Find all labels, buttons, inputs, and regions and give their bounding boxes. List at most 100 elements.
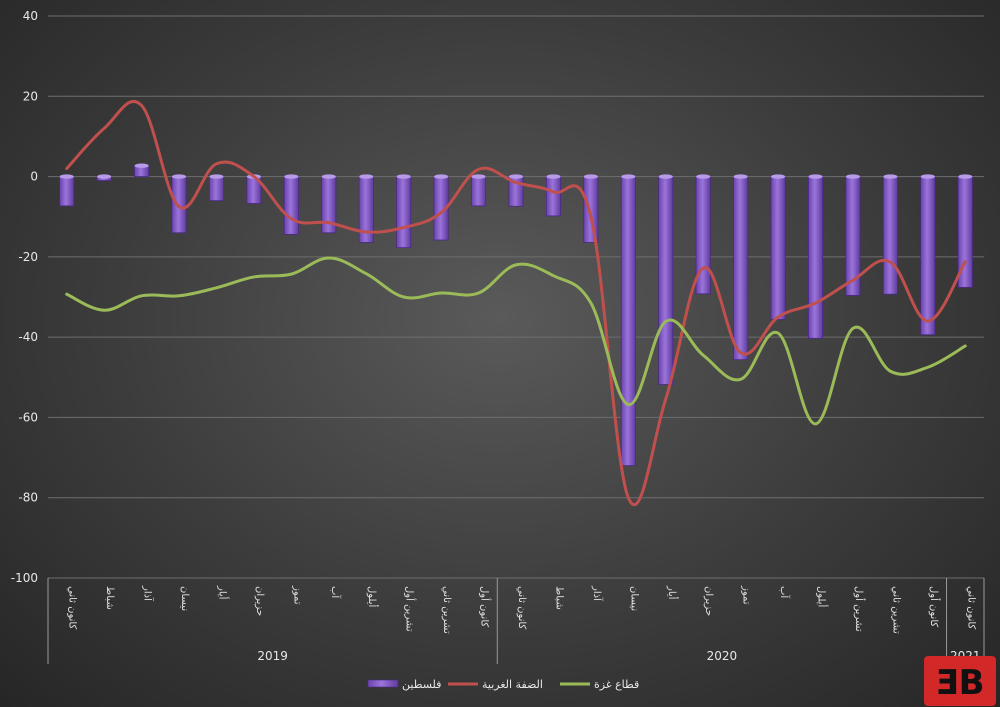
bar xyxy=(283,174,299,235)
bar xyxy=(321,174,337,234)
bar-body xyxy=(920,176,936,336)
bar-body xyxy=(59,176,75,207)
legend-label: فلسطين xyxy=(402,678,441,691)
brand-logo: ƎB xyxy=(924,656,996,706)
bar-cap xyxy=(434,174,449,179)
legend-label: قطاع غزة xyxy=(594,678,639,691)
y-tick-label: -100 xyxy=(11,571,38,585)
legend-label: الضفة الغربية xyxy=(482,678,543,691)
gaza-line xyxy=(65,256,967,426)
y-tick-label: -80 xyxy=(18,491,38,505)
year-label: 2020 xyxy=(707,649,738,663)
bar-cap xyxy=(171,174,187,179)
x-tick-label: كانون ثاني xyxy=(67,586,78,629)
bar-body xyxy=(882,176,898,295)
x-tick-label: شباط xyxy=(553,586,564,610)
bar-cap xyxy=(471,174,486,179)
x-tick-label: أيار xyxy=(216,585,229,600)
logo-text: ƎB xyxy=(935,663,984,703)
bar-cap xyxy=(958,174,973,179)
bar-body xyxy=(658,176,674,385)
x-tick-label: شباط xyxy=(104,586,115,610)
bar xyxy=(920,174,936,336)
bar-body xyxy=(808,176,824,339)
bar-cap xyxy=(883,174,898,179)
bar xyxy=(59,174,75,207)
bar xyxy=(208,174,224,202)
bar-body xyxy=(396,176,412,249)
bar xyxy=(658,174,674,385)
bar xyxy=(882,174,898,295)
bar-cap xyxy=(209,174,224,179)
bar xyxy=(246,174,262,204)
x-tick-label: آذار xyxy=(142,585,155,602)
bar-body xyxy=(733,176,749,361)
x-tick-label: تشرين ثاني xyxy=(890,586,901,634)
bar-cap xyxy=(583,174,598,179)
y-tick-label: -40 xyxy=(18,330,38,344)
bar-cap xyxy=(845,174,861,179)
bar-cap xyxy=(508,174,524,179)
y-tick-label: -60 xyxy=(18,410,38,424)
x-axis: كانون ثاني شباط آذار نيسان أيار حزيران تموز آب أ… xyxy=(47,578,985,664)
x-tick-label: آب xyxy=(778,586,791,599)
bar xyxy=(171,174,187,234)
bar-cap xyxy=(59,174,74,179)
x-tick-label: أيلول xyxy=(816,586,829,608)
bar xyxy=(695,174,711,295)
bar-cap xyxy=(546,174,561,179)
bar-cap xyxy=(808,174,823,179)
y-axis: 40 20 0 -20 -40 -60 -80 -100 xyxy=(11,9,38,585)
x-tick-label: كانون أول xyxy=(479,586,492,627)
legend: قطاع غزة الضفة الغربية فلسطين xyxy=(367,678,639,691)
bar-cap xyxy=(920,174,935,179)
bar-body xyxy=(583,176,599,243)
bar xyxy=(957,174,973,288)
bar xyxy=(583,174,599,243)
bar-body xyxy=(620,176,636,466)
bar xyxy=(770,174,786,320)
bar-body xyxy=(770,176,786,320)
bar-body xyxy=(471,176,487,207)
x-tick-label: نيسان xyxy=(179,586,190,611)
bar xyxy=(396,174,412,249)
bar-cap xyxy=(658,174,673,179)
bar-cap xyxy=(696,174,711,179)
bar-cap xyxy=(733,174,748,179)
x-tick-label: حزيران xyxy=(703,586,714,616)
bar xyxy=(433,174,449,241)
legend-item: الضفة الغربية xyxy=(448,678,543,691)
x-tick-label: كانون أول xyxy=(928,586,941,627)
bar-cap xyxy=(621,174,636,179)
bar xyxy=(808,174,824,339)
legend-item: قطاع غزة xyxy=(560,678,639,691)
year-label: 2019 xyxy=(257,649,288,663)
bar xyxy=(134,163,150,177)
bar-cap xyxy=(770,174,786,179)
bar-body xyxy=(545,176,561,217)
x-tick-label: كانون ثاني xyxy=(965,586,976,629)
gridlines xyxy=(48,15,984,579)
x-tick-label: تشرين ثاني xyxy=(441,586,452,634)
bar-cap xyxy=(97,174,112,179)
x-tick-label: تموز xyxy=(741,585,752,605)
bar xyxy=(733,174,749,361)
bar xyxy=(358,174,374,243)
legend-swatch xyxy=(367,679,399,688)
bar xyxy=(96,174,112,181)
x-tick-label: أيار xyxy=(666,585,679,600)
bar-cap xyxy=(321,174,336,179)
bar-cap xyxy=(359,174,374,179)
line-series xyxy=(65,99,967,507)
bar xyxy=(471,174,487,207)
legend-item: فلسطين xyxy=(367,678,441,691)
x-tick-label: تموز xyxy=(291,585,302,605)
y-tick-label: 20 xyxy=(23,89,38,103)
bar-cap xyxy=(284,174,299,179)
bar xyxy=(845,174,861,296)
y-tick-label: 40 xyxy=(23,9,38,23)
bar-body xyxy=(208,176,224,202)
logo-background xyxy=(924,656,996,706)
x-tick-label: تشرين أول xyxy=(853,586,866,632)
